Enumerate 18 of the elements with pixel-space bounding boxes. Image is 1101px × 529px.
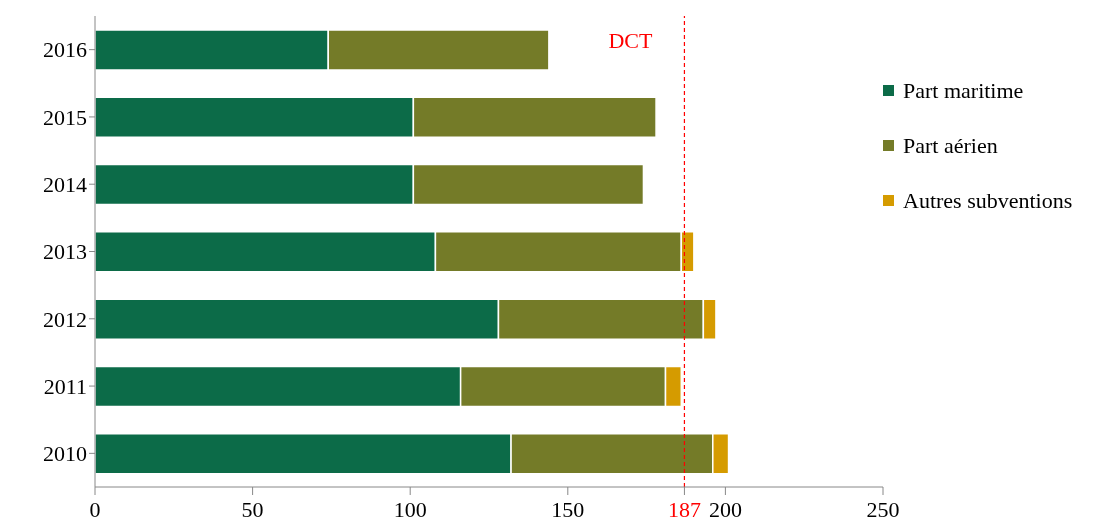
x-tick-label: 200 bbox=[708, 497, 742, 522]
legend-label: Part maritime bbox=[903, 77, 1024, 104]
x-tick-label: 150 bbox=[551, 497, 585, 522]
y-tick-label: 2014 bbox=[43, 172, 87, 198]
y-tick-label: 2011 bbox=[43, 373, 87, 399]
x-tick-label: 100 bbox=[393, 497, 427, 522]
x-tick-label: 0 bbox=[89, 497, 101, 522]
legend-label: Part aérien bbox=[903, 132, 998, 159]
y-tick-label: 2010 bbox=[43, 441, 87, 467]
y-tick-label: 2012 bbox=[43, 306, 87, 332]
y-tick-label: 2013 bbox=[43, 239, 87, 265]
x-tick-label: 250 bbox=[866, 497, 900, 522]
y-tick-label: 2016 bbox=[43, 37, 87, 63]
ref-line-label: DCT bbox=[608, 28, 653, 53]
y-tick-label: 2015 bbox=[43, 104, 87, 130]
x-tick-label: 50 bbox=[241, 497, 264, 522]
legend-label: Autres subventions bbox=[903, 187, 1073, 214]
x-tick-label: 187 bbox=[667, 497, 701, 522]
